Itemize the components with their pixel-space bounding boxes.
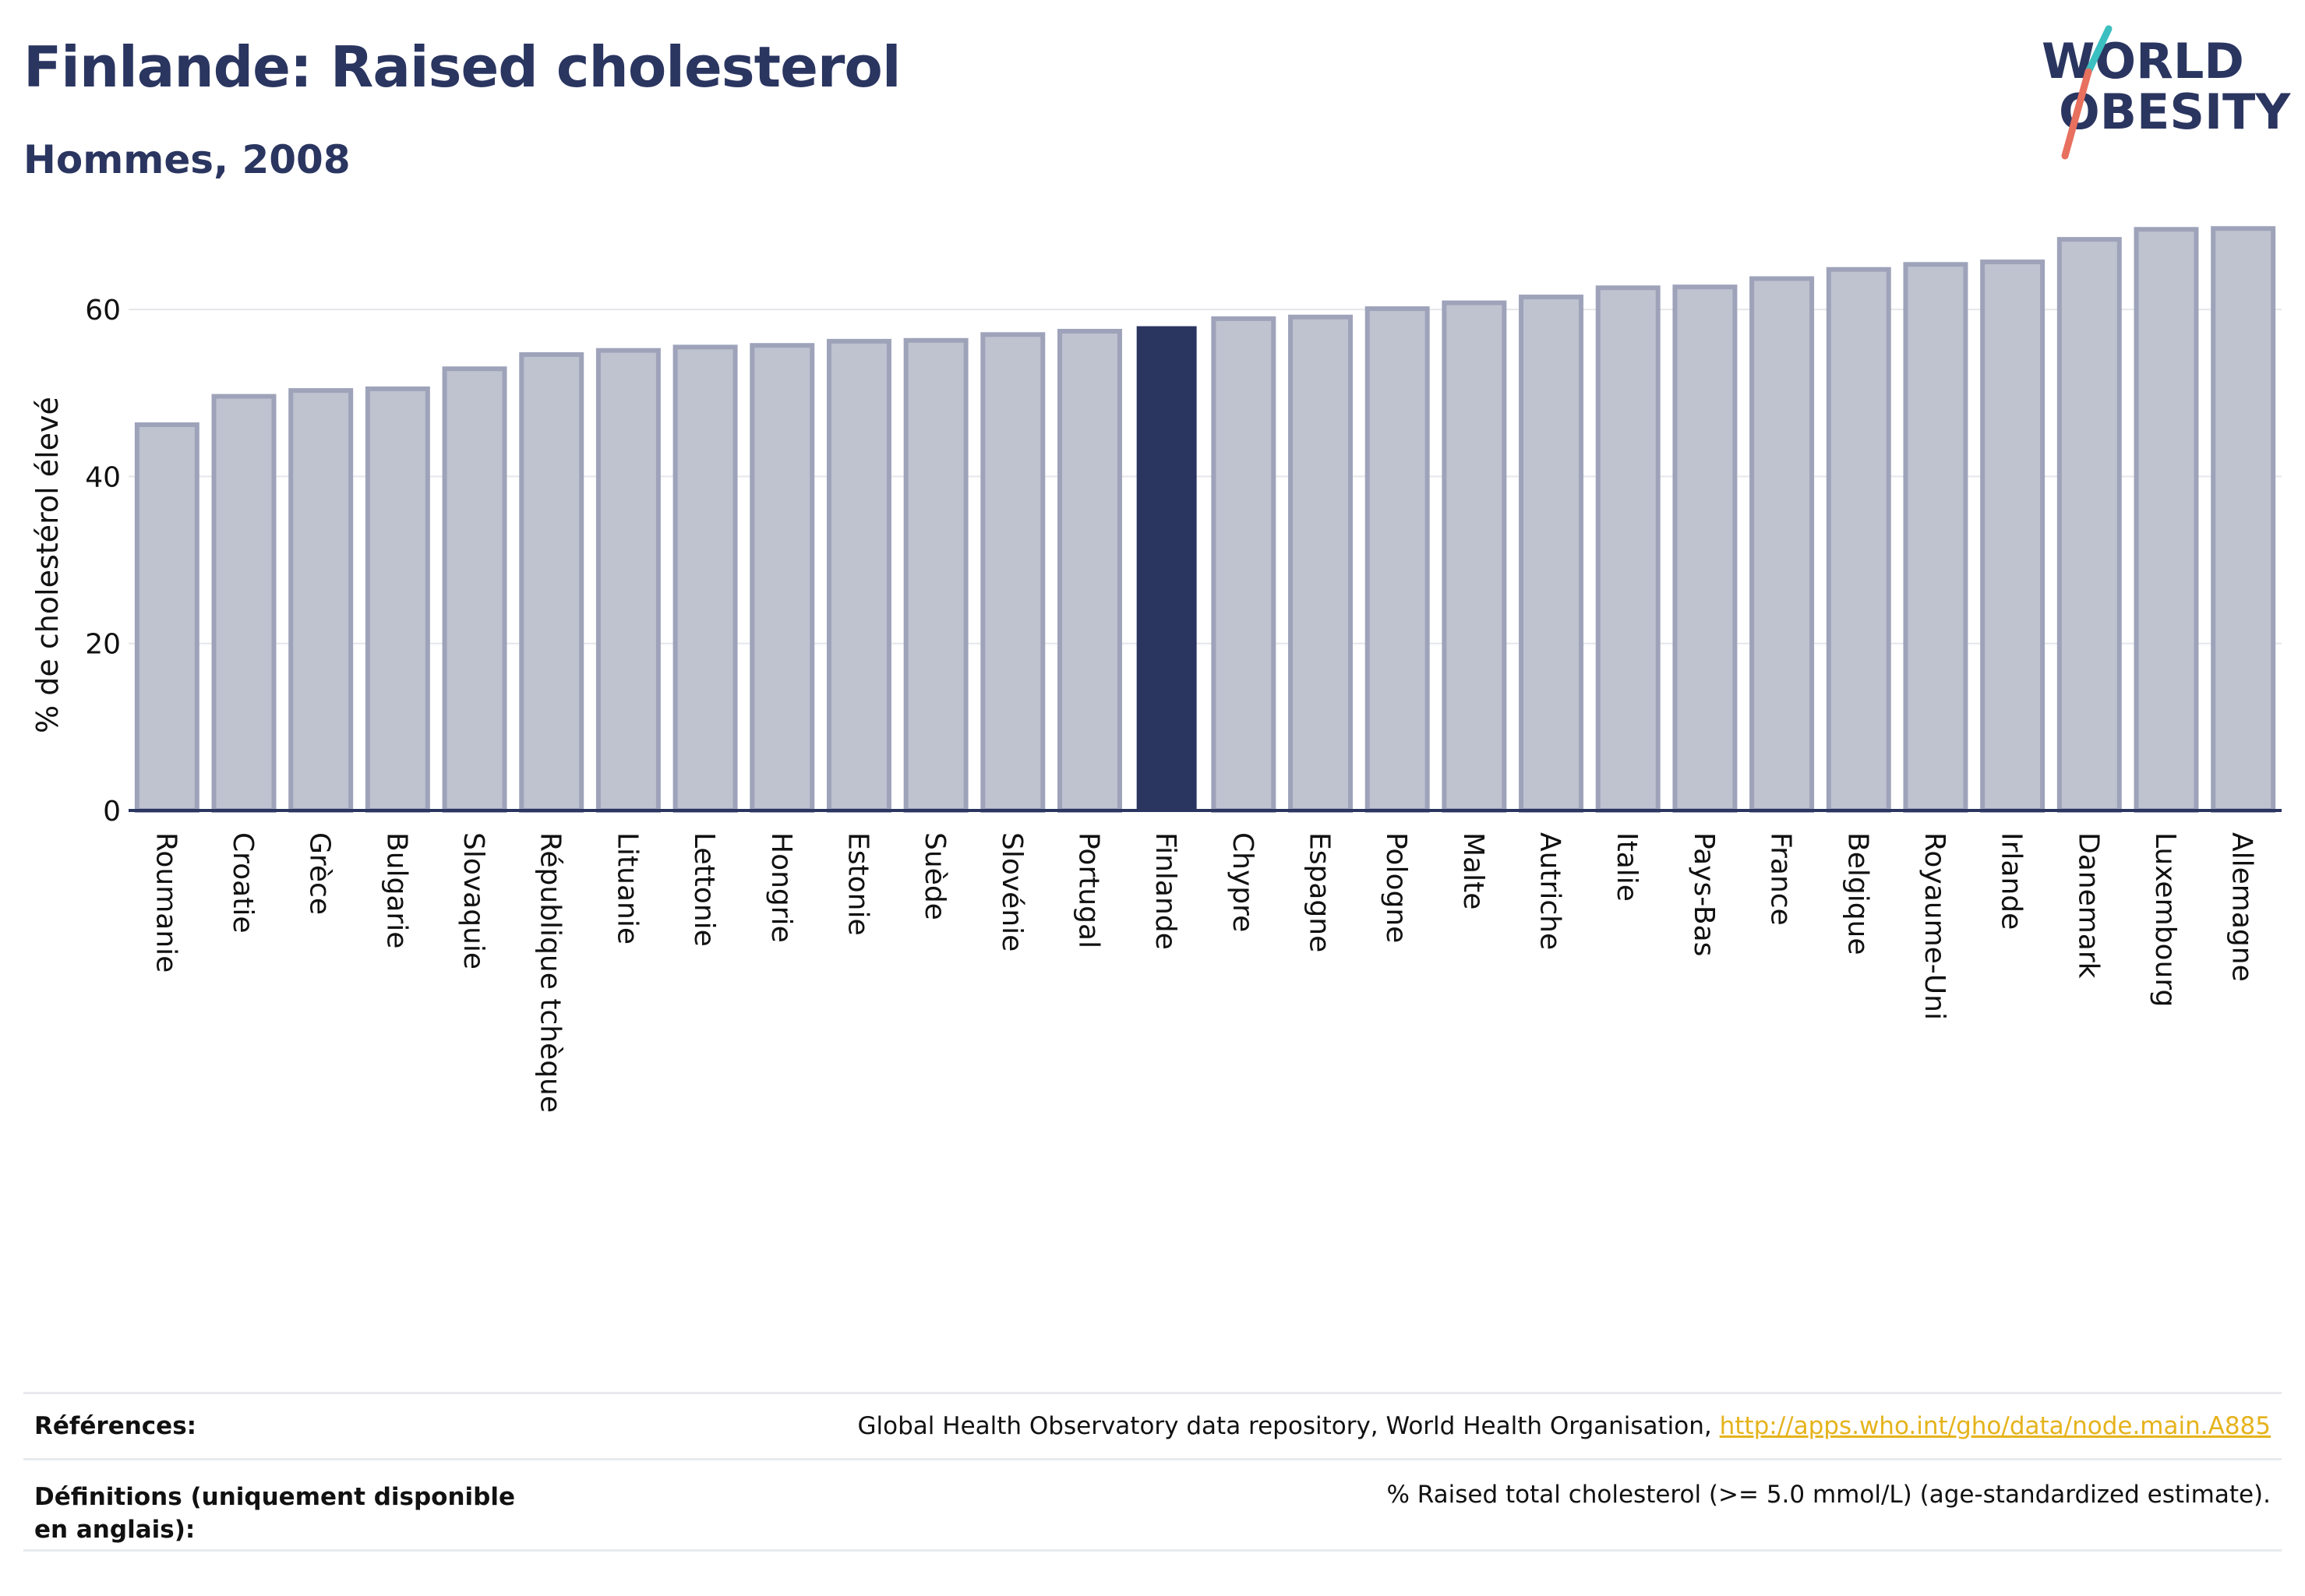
bar-finlande <box>1136 326 1197 811</box>
y-tick-label: 40 <box>85 461 121 493</box>
bar-luxembourg <box>2134 227 2199 813</box>
definitions-label: Définitions (uniquement disponible en an… <box>34 1483 516 1544</box>
bar-belgique <box>1826 267 1891 813</box>
bar-hongrie <box>750 343 815 813</box>
logo-slash-teal <box>2084 25 2113 76</box>
x-tick-label: Espagne <box>1304 832 1336 952</box>
y-axis-label: % de cholestérol élevé <box>30 397 65 733</box>
x-tick-label: Italie <box>1611 832 1643 902</box>
x-tick-label: Chypre <box>1227 832 1258 932</box>
references-link[interactable]: http://apps.who.int/gho/data/node.main.A… <box>1719 1412 2271 1440</box>
x-tick-label: Hongrie <box>765 832 797 943</box>
bar-lituanie <box>595 348 661 813</box>
bar-suède <box>903 337 969 813</box>
x-tick-label: Bulgarie <box>380 832 412 948</box>
x-tick-label: Malte <box>1457 832 1489 909</box>
y-tick-label: 20 <box>85 629 121 661</box>
references-row: Références: Global Health Observatory da… <box>23 1392 2282 1458</box>
x-tick-label: Pays-Bas <box>1688 832 1720 956</box>
bar-roumanie <box>134 422 199 813</box>
bar-république-tchèque <box>519 352 584 813</box>
x-tick-label: Estonie <box>842 832 874 936</box>
bar-portugal <box>1057 329 1122 813</box>
x-tick-label: Irlande <box>1996 832 2028 930</box>
x-tick-label: Roumanie <box>150 832 182 973</box>
footer: Références: Global Health Observatory da… <box>23 1392 2282 1552</box>
x-tick-label: Slovaquie <box>457 832 489 969</box>
bar-autriche <box>1519 295 1584 814</box>
bar-danemark <box>2056 237 2122 813</box>
definitions-text: % Raised total cholesterol (>= 5.0 mmol/… <box>1386 1481 2271 1509</box>
x-tick-label: Grèce <box>304 832 336 915</box>
x-tick-label: Pologne <box>1380 832 1412 943</box>
chart-title: Finlande: Raised cholesterol <box>23 34 902 100</box>
logo-slash-coral <box>2061 68 2092 160</box>
references-label: Références: <box>34 1412 197 1440</box>
bar-italie <box>1595 285 1661 813</box>
chart-subtitle: Hommes, 2008 <box>23 137 351 182</box>
bar-pologne <box>1364 306 1430 814</box>
x-tick-labels: Roumanie Croatie Grèce Bulgarie Slovaquie Rép… <box>150 832 2257 1113</box>
y-tick-labels: 0 20 40 60 <box>85 295 121 828</box>
y-tick-label: 60 <box>85 295 121 327</box>
bar-espagne <box>1288 314 1354 813</box>
x-tick-label: République tchèque <box>535 832 567 1113</box>
y-tick-label: 0 <box>103 796 121 828</box>
x-tick-label: Autriche <box>1534 832 1566 950</box>
x-tick-label: Slovénie <box>996 832 1028 952</box>
x-tick-label: Royaume-Uni <box>1918 832 1950 1020</box>
x-tick-label: Belgique <box>1841 832 1873 955</box>
x-tick-label: Luxembourg <box>2149 832 2181 1007</box>
x-tick-label: Lettonie <box>688 832 720 947</box>
references-value: Global Health Observatory data repositor… <box>858 1412 2271 1440</box>
x-tick-label: Lituanie <box>611 832 643 945</box>
definitions-row: Définitions (uniquement disponible en an… <box>23 1458 2282 1552</box>
bar-estonie <box>826 338 891 814</box>
x-tick-label: Suède <box>919 832 951 920</box>
x-tick-label: Croatie <box>227 832 259 934</box>
logo-line-2: OBESITY <box>2059 83 2291 140</box>
bar-malte <box>1442 300 1507 814</box>
bar-slovénie <box>980 332 1046 813</box>
bar-grèce <box>288 388 354 814</box>
bar-chypre <box>1211 316 1276 813</box>
bar-croatie <box>211 394 277 814</box>
bar-slovaquie <box>442 366 507 813</box>
x-tick-label: Danemark <box>2072 832 2104 979</box>
bar-lettonie <box>672 344 738 814</box>
bar-chart: 0 20 40 60 Roumanie Croatie Grèce Bulgarie Slov… <box>30 226 2282 1113</box>
bar-france <box>1749 276 1815 813</box>
bar-pays-bas <box>1672 284 1738 813</box>
world-obesity-logo: WORLD OBESITY <box>2042 25 2291 160</box>
bar-irlande <box>1980 260 2046 814</box>
x-tick-label: France <box>1765 832 1797 926</box>
bar-royaume-uni <box>1903 262 1968 813</box>
x-tick-label: Portugal <box>1072 832 1104 948</box>
logo-line-1: WORLD <box>2042 33 2244 90</box>
references-text: Global Health Observatory data repositor… <box>857 1412 1720 1440</box>
bars <box>134 226 2276 814</box>
x-tick-label: Finlande <box>1149 832 1181 950</box>
bar-bulgarie <box>365 386 430 813</box>
x-tick-label: Allemagne <box>2226 832 2258 982</box>
bar-allemagne <box>2211 226 2276 813</box>
